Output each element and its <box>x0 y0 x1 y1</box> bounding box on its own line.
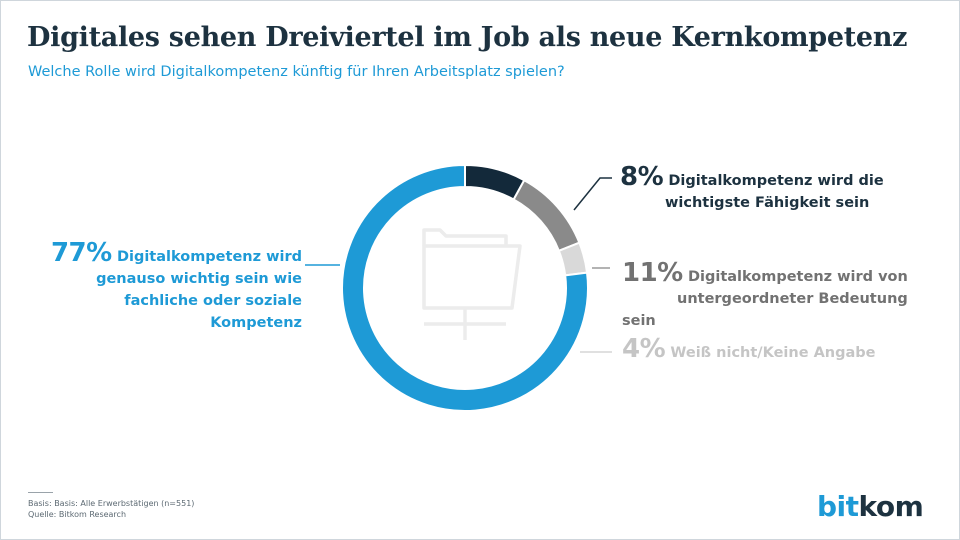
footer-basis: Basis: Basis: Alle Erwerbstätigen (n=551… <box>28 499 195 508</box>
label-text: Digitalkompetenz wird genauso wichtig se… <box>96 249 302 331</box>
label-pct: 11% <box>622 258 683 288</box>
label-text: Weiß nicht/Keine Angabe <box>670 345 876 361</box>
label-text-line-2: untergeordneter Bedeutung sein <box>622 291 908 329</box>
label-pct: 8% <box>620 162 664 192</box>
label-slice-most-important: 8% Digitalkompetenz wird die wichtigste … <box>620 164 890 214</box>
label-pct: 77% <box>50 238 112 268</box>
label-slice-equally-important: 77% Digitalkompetenz wird genauso wichti… <box>40 240 302 334</box>
footer-rule <box>28 492 53 493</box>
label-text-line-1: Digitalkompetenz wird die <box>668 173 884 189</box>
folder-icon <box>422 228 522 340</box>
label-text-line-1: Digitalkompetenz wird von <box>687 269 908 285</box>
footer-source: Quelle: Bitkom Research <box>28 510 127 519</box>
label-pct: 4% <box>622 334 666 364</box>
slice-equally-important <box>341 163 589 412</box>
leader-line-slice-most-important <box>573 177 612 211</box>
label-slice-dont-know: 4% Weiß nicht/Keine Angabe <box>622 336 922 364</box>
chart-title: Digitales sehen Dreiviertel im Job als n… <box>27 22 908 53</box>
slice-subordinate <box>512 178 581 253</box>
label-slice-subordinate: 11% Digitalkompetenz wird von untergeord… <box>622 260 942 332</box>
chart-subtitle: Welche Rolle wird Digitalkompetenz künft… <box>28 64 565 80</box>
bitkom-logo: bitkom <box>817 490 924 523</box>
label-text-line-2: wichtigste Fähigkeit sein <box>665 195 870 211</box>
